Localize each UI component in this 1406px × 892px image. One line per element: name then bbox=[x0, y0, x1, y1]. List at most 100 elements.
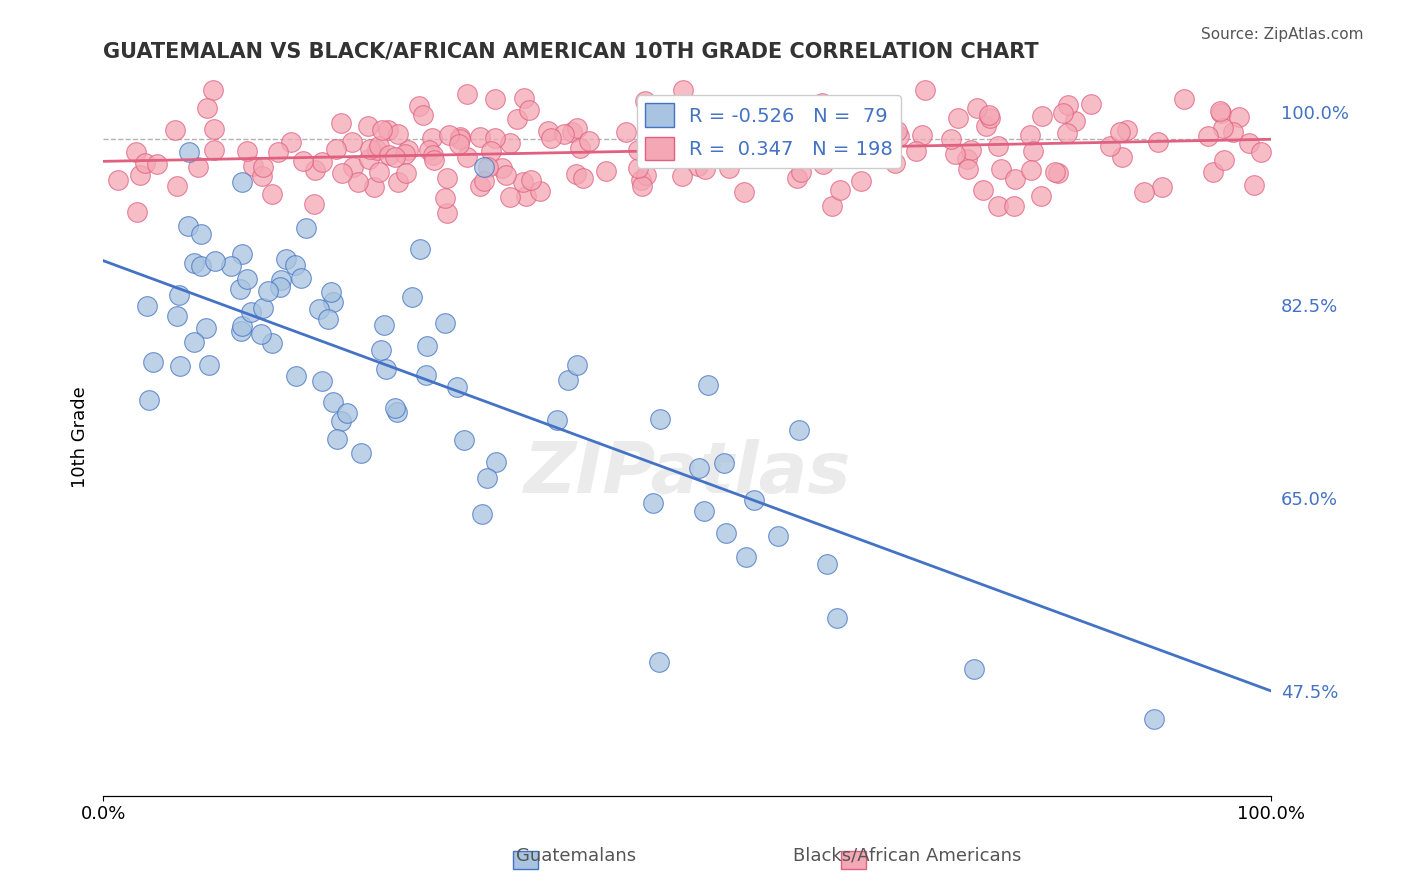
Point bbox=[235, 144, 257, 158]
Point bbox=[350, 446, 373, 460]
Point bbox=[783, 127, 806, 141]
Point bbox=[267, 145, 290, 160]
Point bbox=[1212, 120, 1234, 135]
Point bbox=[768, 529, 790, 543]
Point bbox=[491, 161, 513, 176]
Point bbox=[1019, 128, 1042, 142]
Point bbox=[825, 611, 848, 625]
Point bbox=[711, 131, 734, 145]
Point bbox=[436, 205, 458, 219]
Point bbox=[260, 186, 283, 201]
Point bbox=[319, 285, 342, 299]
Point bbox=[1209, 104, 1232, 119]
Point bbox=[841, 147, 863, 161]
Point bbox=[422, 148, 444, 162]
Point bbox=[325, 142, 347, 156]
Point bbox=[627, 143, 650, 157]
Point bbox=[231, 175, 253, 189]
Point bbox=[260, 336, 283, 351]
Point bbox=[1080, 97, 1102, 112]
Point bbox=[204, 253, 226, 268]
Point bbox=[166, 178, 188, 193]
Point bbox=[336, 405, 359, 419]
Point bbox=[456, 150, 478, 164]
Point bbox=[395, 166, 418, 180]
Point bbox=[529, 185, 551, 199]
Point bbox=[433, 191, 456, 205]
Point bbox=[330, 116, 353, 130]
Point bbox=[330, 414, 353, 428]
Point bbox=[1237, 136, 1260, 150]
Point bbox=[731, 120, 754, 135]
Point bbox=[322, 295, 344, 310]
Point bbox=[479, 144, 502, 158]
Text: ZIPatlas: ZIPatlas bbox=[523, 439, 851, 508]
Point bbox=[146, 157, 169, 171]
Point bbox=[821, 128, 844, 142]
Point bbox=[987, 199, 1010, 213]
Point bbox=[195, 102, 218, 116]
Point bbox=[769, 137, 792, 152]
Point bbox=[1002, 199, 1025, 213]
Point bbox=[1213, 153, 1236, 167]
Point bbox=[477, 160, 499, 174]
Point bbox=[221, 259, 243, 273]
Point bbox=[948, 112, 970, 126]
Point bbox=[672, 82, 695, 96]
Point bbox=[939, 132, 962, 146]
Point bbox=[409, 242, 432, 256]
Point bbox=[889, 129, 911, 144]
Point bbox=[821, 198, 844, 212]
Point bbox=[363, 180, 385, 194]
Point bbox=[762, 102, 785, 116]
Point bbox=[512, 175, 534, 189]
Point bbox=[1031, 109, 1053, 123]
Point bbox=[987, 138, 1010, 153]
Point bbox=[697, 377, 720, 392]
Point bbox=[240, 305, 263, 319]
Point bbox=[269, 280, 291, 294]
Point bbox=[373, 318, 395, 332]
Point bbox=[475, 471, 498, 485]
Point bbox=[202, 122, 225, 136]
Point bbox=[252, 160, 274, 174]
Point bbox=[308, 301, 330, 316]
Point bbox=[415, 368, 437, 382]
Point bbox=[1111, 150, 1133, 164]
Point bbox=[647, 655, 669, 669]
Point bbox=[966, 102, 988, 116]
Point bbox=[614, 124, 637, 138]
Point bbox=[187, 160, 209, 174]
Point bbox=[434, 316, 457, 330]
Point bbox=[974, 119, 997, 133]
Point bbox=[422, 131, 444, 145]
Point bbox=[571, 171, 593, 186]
Point bbox=[190, 259, 212, 273]
Point bbox=[1021, 144, 1043, 158]
Point bbox=[136, 299, 159, 313]
Point bbox=[537, 123, 560, 137]
Point bbox=[249, 326, 271, 341]
Point bbox=[1150, 179, 1173, 194]
Point bbox=[311, 155, 333, 169]
Point bbox=[236, 272, 259, 286]
Point bbox=[669, 112, 692, 127]
Point bbox=[183, 256, 205, 270]
Point bbox=[787, 423, 810, 437]
Point bbox=[662, 145, 685, 160]
Point bbox=[688, 461, 710, 475]
Point bbox=[128, 168, 150, 182]
Point bbox=[357, 152, 380, 166]
Point bbox=[252, 169, 274, 184]
Point bbox=[770, 124, 793, 138]
Point bbox=[943, 147, 966, 161]
Point bbox=[1147, 135, 1170, 149]
Point bbox=[811, 157, 834, 171]
Point bbox=[557, 373, 579, 387]
Point bbox=[1133, 185, 1156, 199]
Point bbox=[748, 150, 770, 164]
Point bbox=[377, 123, 399, 137]
Point bbox=[868, 144, 890, 158]
Point bbox=[134, 156, 156, 170]
Point bbox=[718, 161, 741, 176]
